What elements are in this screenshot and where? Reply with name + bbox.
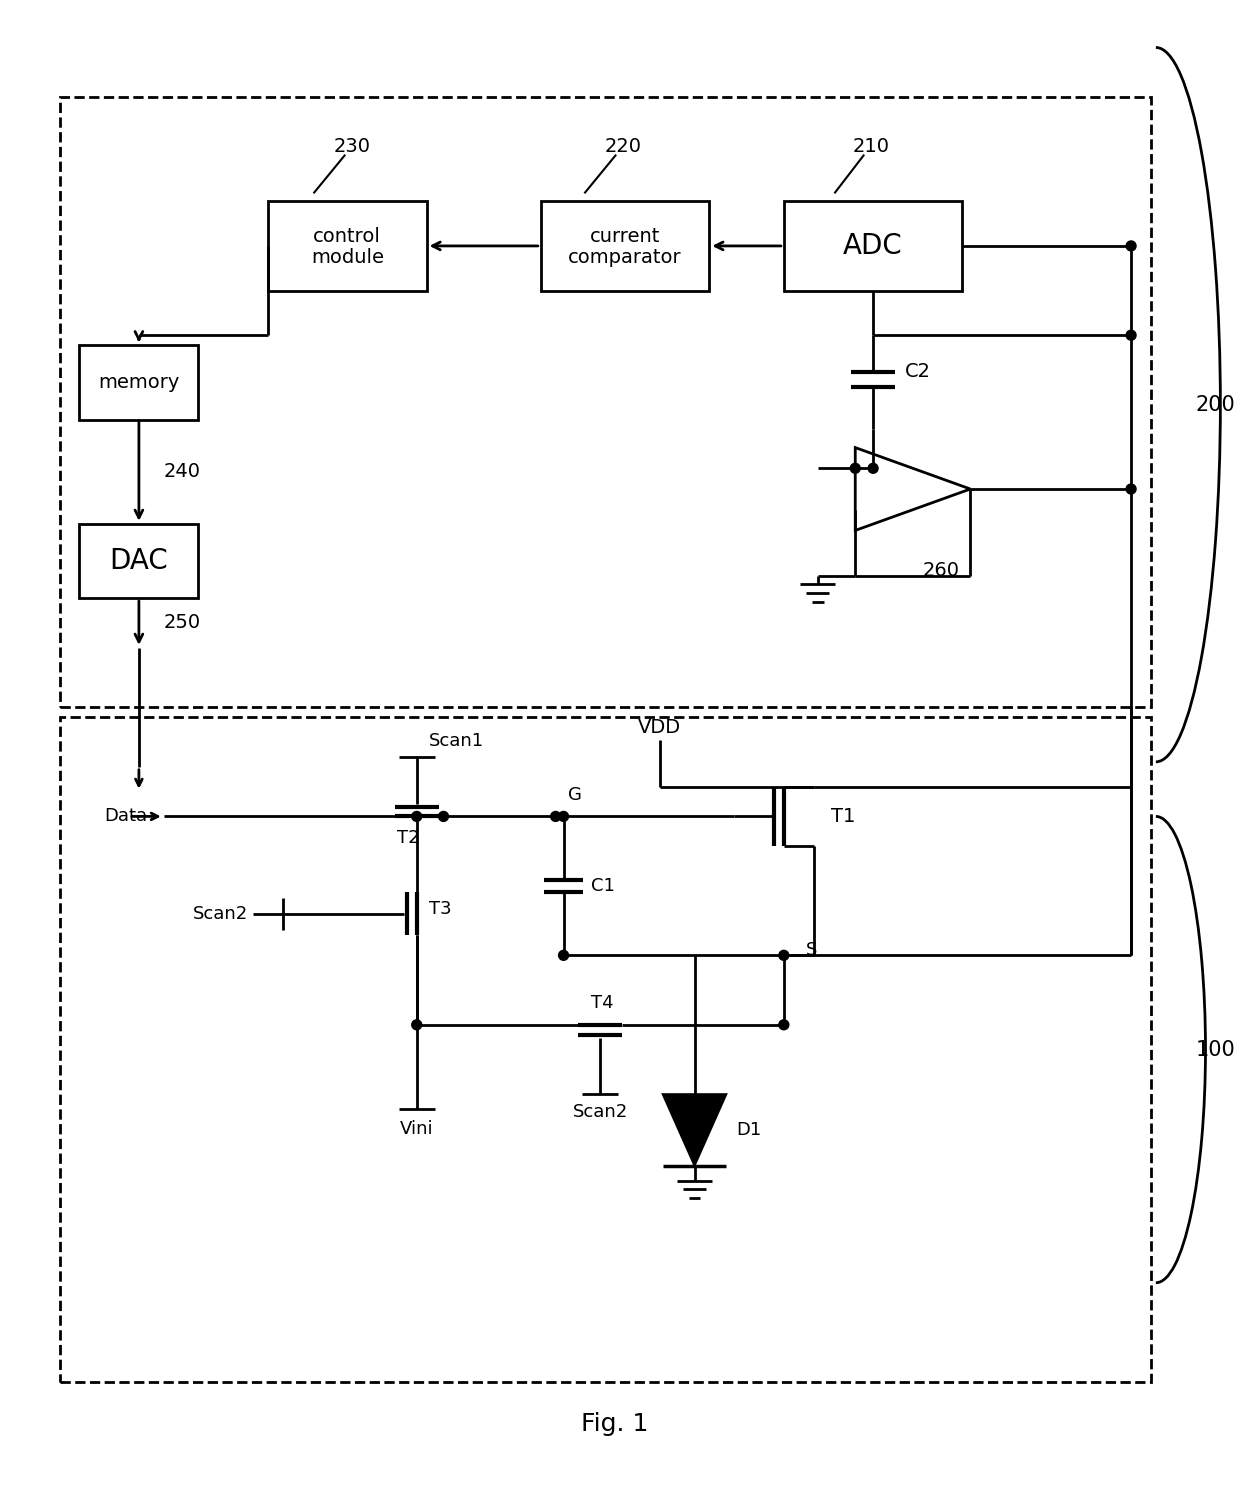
Circle shape	[558, 950, 568, 961]
Text: T1: T1	[832, 807, 856, 825]
Text: ADC: ADC	[843, 232, 903, 260]
Text: control: control	[314, 226, 381, 245]
Bar	[60, 717, 1151, 1381]
Text: 250: 250	[164, 614, 201, 632]
Bar	[79, 345, 198, 419]
Text: T3: T3	[429, 900, 451, 917]
Text: Vini: Vini	[401, 1120, 434, 1138]
Text: memory: memory	[98, 373, 180, 393]
Bar	[268, 201, 427, 290]
Text: S: S	[806, 941, 817, 959]
Circle shape	[868, 464, 878, 473]
Circle shape	[779, 1020, 789, 1029]
Text: Fig. 1: Fig. 1	[582, 1411, 649, 1435]
Circle shape	[558, 812, 568, 821]
Text: 100: 100	[1195, 1039, 1235, 1060]
Text: Scan2: Scan2	[192, 904, 248, 922]
Circle shape	[1126, 330, 1136, 341]
Text: C2: C2	[905, 361, 931, 381]
Text: Data: Data	[104, 807, 148, 825]
Circle shape	[1126, 485, 1136, 494]
Circle shape	[551, 812, 560, 821]
Text: 200: 200	[1195, 394, 1235, 415]
Bar	[784, 201, 962, 290]
Polygon shape	[662, 1094, 727, 1166]
Bar	[79, 523, 198, 598]
Text: T2: T2	[398, 830, 420, 848]
Text: DAC: DAC	[109, 547, 169, 575]
Text: 240: 240	[164, 462, 201, 482]
Circle shape	[439, 812, 449, 821]
Circle shape	[412, 812, 422, 821]
Text: D1: D1	[737, 1121, 761, 1139]
Circle shape	[1126, 241, 1136, 251]
Text: G: G	[568, 785, 582, 803]
Circle shape	[851, 464, 861, 473]
Text: 220: 220	[605, 137, 641, 156]
Text: module: module	[311, 248, 383, 268]
Text: T4: T4	[591, 993, 614, 1013]
Text: 230: 230	[334, 137, 371, 156]
Text: current: current	[590, 226, 660, 245]
Text: C1: C1	[591, 877, 615, 895]
Circle shape	[412, 1020, 422, 1029]
Bar	[541, 201, 709, 290]
Text: 210: 210	[853, 137, 889, 156]
Text: VDD: VDD	[639, 718, 681, 736]
Text: comparator: comparator	[568, 248, 682, 268]
Text: 260: 260	[923, 561, 960, 580]
Text: Scan1: Scan1	[429, 732, 484, 749]
Bar	[60, 97, 1151, 708]
Circle shape	[779, 950, 789, 961]
Text: Scan2: Scan2	[573, 1103, 627, 1121]
